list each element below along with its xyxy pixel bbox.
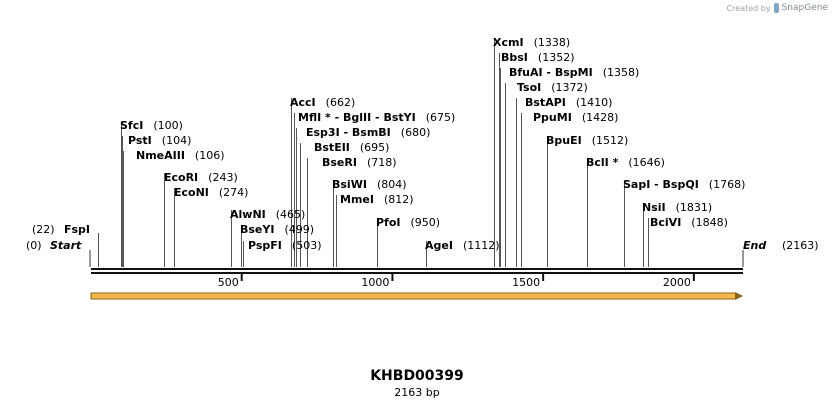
site-label: BbsI bbox=[501, 51, 528, 64]
site-position: (1428) bbox=[582, 111, 619, 124]
snapgene-logo-icon bbox=[773, 3, 779, 13]
site-position: (243) bbox=[208, 171, 238, 184]
credit-brand: SnapGene bbox=[781, 3, 828, 13]
start-position: (0) bbox=[26, 239, 42, 252]
site-position: (675) bbox=[426, 111, 456, 124]
site-label: BclI * bbox=[586, 156, 619, 169]
site-position: (718) bbox=[367, 156, 397, 169]
site-position: (1112) bbox=[463, 239, 500, 252]
site-position: (804) bbox=[377, 178, 407, 191]
site-position: (1512) bbox=[592, 134, 629, 147]
axis-tick-label: 2000 bbox=[663, 276, 691, 289]
backbone-bottom-strand bbox=[91, 272, 743, 274]
site-position: (1768) bbox=[709, 178, 746, 191]
site-position: (695) bbox=[360, 141, 390, 154]
site-label: BseYI bbox=[240, 223, 274, 236]
site-label: TsoI bbox=[517, 81, 541, 94]
axis-tick-label: 1500 bbox=[512, 276, 540, 289]
site-label: EcoNI bbox=[174, 186, 209, 199]
site-position: (662) bbox=[326, 96, 356, 109]
site-position: (1831) bbox=[676, 201, 713, 214]
start-label: Start bbox=[50, 239, 82, 252]
site-position: (499) bbox=[284, 223, 314, 236]
snapgene-credit: Created by SnapGene bbox=[727, 3, 828, 13]
site-position: (1372) bbox=[551, 81, 588, 94]
site-label: AgeI bbox=[425, 239, 453, 252]
sequence-length: 2163 bp bbox=[394, 386, 440, 399]
site-label: SfcI bbox=[120, 119, 143, 132]
site-position: (1352) bbox=[538, 51, 575, 64]
site-position: (950) bbox=[411, 216, 441, 229]
site-position: (22) bbox=[32, 223, 55, 236]
site-position: (503) bbox=[292, 239, 322, 252]
site-label: PfoI bbox=[376, 216, 401, 229]
site-position: (465) bbox=[276, 208, 306, 221]
site-label: BstAPI bbox=[525, 96, 566, 109]
site-label: PstI bbox=[128, 134, 152, 147]
site-label: BpuEI bbox=[546, 134, 582, 147]
site-position: (100) bbox=[153, 119, 183, 132]
site-label: BciVI bbox=[650, 216, 681, 229]
backbone-top-strand bbox=[91, 268, 743, 270]
credit-text: Created by bbox=[726, 3, 771, 13]
site-label: BstEII bbox=[314, 141, 350, 154]
site-position: (812) bbox=[384, 193, 414, 206]
feature-arrow-head bbox=[735, 292, 743, 300]
site-position: (1338) bbox=[534, 36, 571, 49]
sequence-name: KHBD00399 bbox=[370, 368, 464, 384]
site-label: AlwNI bbox=[230, 208, 266, 221]
site-position: (104) bbox=[162, 134, 192, 147]
site-label: MmeI bbox=[340, 193, 374, 206]
site-label: NsiI bbox=[642, 201, 666, 214]
site-position: (1646) bbox=[628, 156, 665, 169]
site-label: Esp3I - BsmBI bbox=[306, 126, 391, 139]
site-label: AccI bbox=[290, 96, 316, 109]
site-label: PspFI bbox=[248, 239, 282, 252]
end-label: End bbox=[743, 239, 766, 252]
site-label: NmeAIII bbox=[136, 149, 185, 162]
axis-tick-label: 1000 bbox=[361, 276, 389, 289]
site-label: SapI - BspQI bbox=[623, 178, 699, 191]
site-label: XcmI bbox=[493, 36, 524, 49]
site-label: MflI * - BglII - BstYI bbox=[298, 111, 416, 124]
site-position: (274) bbox=[219, 186, 249, 199]
site-label: BsiWI bbox=[332, 178, 367, 191]
site-label: FspI bbox=[64, 223, 90, 236]
site-label: EcoRI bbox=[164, 171, 198, 184]
site-position: (106) bbox=[195, 149, 225, 162]
site-position: (1358) bbox=[603, 66, 640, 79]
site-label: BseRI bbox=[322, 156, 357, 169]
end-position: (2163) bbox=[782, 239, 819, 252]
site-position: (680) bbox=[401, 126, 431, 139]
site-position: (1410) bbox=[576, 96, 613, 109]
site-label: BfuAI - BspMI bbox=[509, 66, 593, 79]
site-position: (1848) bbox=[691, 216, 728, 229]
axis-tick-label: 500 bbox=[218, 276, 239, 289]
feature-arrow-body bbox=[90, 292, 737, 300]
site-label: PpuMI bbox=[533, 111, 572, 124]
